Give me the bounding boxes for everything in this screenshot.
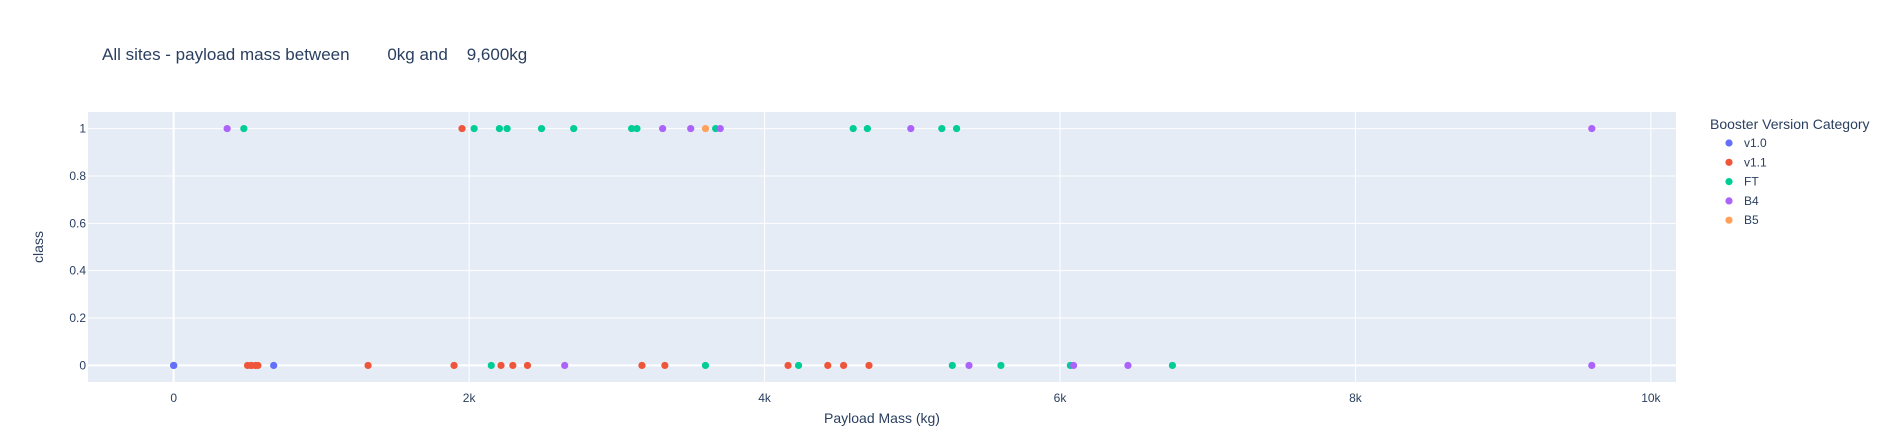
- data-point[interactable]: [537, 124, 546, 133]
- legend-item-FT[interactable]: FT: [1725, 175, 1759, 189]
- legend-item-v1.1[interactable]: v1.1: [1725, 155, 1767, 169]
- data-point[interactable]: [450, 361, 458, 370]
- legend-items: v1.0 v1.1 FT B4 B5: [1725, 136, 1767, 227]
- legend-marker: [1725, 178, 1733, 186]
- data-point[interactable]: [495, 124, 504, 133]
- legend-label: v1.1: [1744, 155, 1767, 169]
- y-tick-label: 0.6: [69, 216, 86, 230]
- data-point[interactable]: [784, 361, 792, 370]
- data-point[interactable]: [907, 124, 915, 133]
- data-point[interactable]: [638, 361, 646, 370]
- x-tick-label: 6k: [1054, 391, 1068, 405]
- data-point[interactable]: [170, 361, 178, 370]
- legend-label: v1.0: [1744, 136, 1767, 150]
- data-point[interactable]: [240, 124, 248, 133]
- data-point[interactable]: [1588, 361, 1596, 370]
- legend: Booster Version Category v1.0 v1.1 FT B4 B5: [1710, 116, 1870, 227]
- chart-title: All sites - payload mass between 0kg and…: [102, 45, 527, 64]
- data-point[interactable]: [487, 361, 495, 370]
- data-point[interactable]: [509, 361, 517, 370]
- legend-marker: [1725, 158, 1733, 166]
- data-point[interactable]: [523, 361, 532, 370]
- data-point[interactable]: [497, 361, 505, 370]
- series-B5: [701, 124, 710, 133]
- legend-label: B4: [1744, 194, 1759, 208]
- gridlines: [88, 112, 1676, 382]
- series-B4: [223, 124, 1596, 370]
- data-point[interactable]: [824, 361, 832, 370]
- x-tick-label: 10k: [1641, 391, 1661, 405]
- data-point[interactable]: [938, 124, 946, 133]
- data-point[interactable]: [1069, 361, 1078, 370]
- data-point[interactable]: [997, 361, 1005, 370]
- legend-marker: [1725, 139, 1733, 147]
- data-point[interactable]: [458, 124, 466, 133]
- x-tick-label: 2k: [463, 391, 477, 405]
- data-point[interactable]: [223, 124, 231, 133]
- plot-area[interactable]: [88, 112, 1676, 382]
- legend-label: FT: [1744, 175, 1759, 189]
- data-point[interactable]: [561, 361, 569, 370]
- y-tick-label: 0.2: [69, 311, 86, 325]
- legend-marker: [1725, 197, 1733, 205]
- y-tick-label: 0: [79, 358, 86, 372]
- data-point[interactable]: [254, 361, 262, 370]
- data-point[interactable]: [863, 124, 871, 133]
- data-point[interactable]: [849, 124, 857, 133]
- data-point[interactable]: [570, 124, 578, 133]
- data-point[interactable]: [1168, 361, 1177, 370]
- y-axis-title: class: [30, 231, 46, 263]
- data-point[interactable]: [687, 124, 695, 133]
- legend-label: B5: [1744, 213, 1759, 227]
- data-points: [170, 124, 1596, 370]
- data-point[interactable]: [628, 124, 636, 133]
- data-point[interactable]: [364, 361, 372, 370]
- data-point[interactable]: [659, 124, 667, 133]
- data-point[interactable]: [701, 361, 710, 370]
- data-point[interactable]: [865, 361, 873, 370]
- x-tick-label: 0: [170, 391, 177, 405]
- data-point[interactable]: [503, 124, 511, 133]
- data-point[interactable]: [948, 361, 956, 370]
- legend-marker: [1725, 216, 1733, 224]
- data-point[interactable]: [661, 361, 669, 370]
- x-tick-label: 8k: [1349, 391, 1363, 405]
- x-axis-title: Payload Mass (kg): [824, 410, 940, 426]
- data-point[interactable]: [1588, 124, 1596, 133]
- series-v1.1: [243, 124, 873, 370]
- data-point[interactable]: [633, 124, 641, 133]
- data-point[interactable]: [470, 124, 478, 133]
- data-point[interactable]: [965, 361, 973, 370]
- data-point[interactable]: [270, 361, 278, 370]
- data-point[interactable]: [794, 361, 803, 370]
- y-tick-label: 0.8: [69, 169, 86, 183]
- y-tick-label: 1: [79, 122, 86, 136]
- legend-item-B5[interactable]: B5: [1725, 213, 1759, 227]
- x-tick-label: 4k: [758, 391, 772, 405]
- legend-item-v1.0[interactable]: v1.0: [1725, 136, 1767, 150]
- data-point[interactable]: [952, 124, 961, 133]
- data-point[interactable]: [716, 124, 724, 133]
- y-tick-label: 0.4: [69, 264, 86, 278]
- axis-ticks: 0 2k 4k 6k 8k 10k 0 0.2 0.4 0.6 0.8 1: [69, 122, 1661, 405]
- series-FT: [240, 124, 1177, 370]
- data-point[interactable]: [1124, 361, 1132, 370]
- data-point[interactable]: [839, 361, 848, 370]
- legend-title: Booster Version Category: [1710, 116, 1870, 132]
- data-point[interactable]: [701, 124, 710, 133]
- legend-item-B4[interactable]: B4: [1725, 194, 1759, 208]
